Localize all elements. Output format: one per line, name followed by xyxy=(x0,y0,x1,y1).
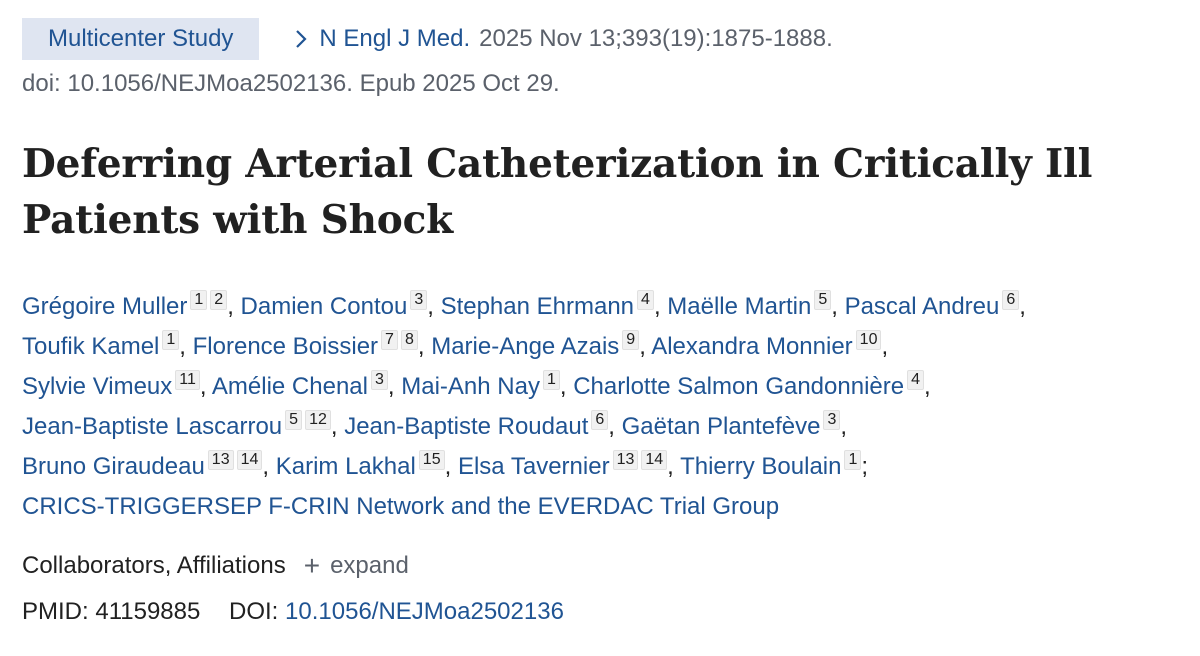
author-line: Toufik Kamel 1, Florence Boissier 7 8, Mari… xyxy=(22,327,1192,367)
author-line: Jean-Baptiste Lascarrou 5 12, Jean-Baptist… xyxy=(22,407,1192,447)
author-link[interactable]: Bruno Giraudeau xyxy=(22,453,205,480)
author-link[interactable]: Mai-Anh Nay xyxy=(401,373,540,400)
author-line: Sylvie Vimeux 11, Amélie Chenal 3, Mai-Anh… xyxy=(22,367,1192,407)
doi-link[interactable]: 10.1056/NEJMoa2502136 xyxy=(285,598,564,625)
separator: , xyxy=(1019,293,1026,320)
doi-label: DOI: xyxy=(229,598,279,625)
author-link[interactable]: Grégoire Muller xyxy=(22,293,188,320)
author-link[interactable]: Pascal Andreu xyxy=(844,293,1000,320)
expand-label: expand xyxy=(330,552,409,579)
affiliation-ref[interactable]: 14 xyxy=(236,450,263,470)
separator: , xyxy=(387,373,395,400)
separator: , xyxy=(881,333,889,360)
author-link[interactable]: Florence Boissier xyxy=(192,333,379,360)
separator: , xyxy=(653,293,661,320)
affiliation-ref[interactable]: 14 xyxy=(641,450,668,470)
author-link[interactable]: Thierry Boulain xyxy=(680,453,842,480)
affiliation-ref[interactable]: 7 xyxy=(381,330,398,350)
affiliation-ref[interactable]: 1 xyxy=(844,450,862,470)
author-link[interactable]: Elsa Tavernier xyxy=(457,453,610,480)
separator: , xyxy=(262,453,270,480)
author-line: Grégoire Muller 1 2, Damien Contou 3, Steph… xyxy=(22,287,1192,327)
affiliation-ref[interactable]: 4 xyxy=(637,290,654,310)
expand-button[interactable]: + expand xyxy=(304,552,409,580)
affiliation-ref[interactable]: 4 xyxy=(907,370,924,390)
author-link[interactable]: Maëlle Martin xyxy=(667,293,812,320)
separator: ; xyxy=(861,453,869,480)
author-list: Grégoire Muller 1 2, Damien Contou 3, Steph… xyxy=(22,287,1192,527)
affiliation-ref[interactable]: 5 xyxy=(285,410,303,430)
affiliation-ref[interactable]: 8 xyxy=(400,330,418,350)
separator: , xyxy=(840,413,848,440)
affiliation-ref[interactable]: 13 xyxy=(612,450,639,470)
group-author-link[interactable]: CRICS-TRIGGERSEP F-CRIN Network and the … xyxy=(22,493,780,520)
affiliation-ref[interactable]: 9 xyxy=(622,330,640,350)
plus-icon: + xyxy=(303,550,321,581)
doi-epub-line: doi: 10.1056/NEJMoa2502136. Epub 2025 Oc… xyxy=(22,70,560,97)
author-link[interactable]: Amélie Chenal xyxy=(211,373,368,400)
affiliations-toggle: Collaborators, Affiliations + expand xyxy=(22,552,409,580)
affiliation-ref[interactable]: 12 xyxy=(305,410,331,430)
chevron-right-icon[interactable] xyxy=(295,29,307,49)
separator: , xyxy=(667,453,674,480)
separator: , xyxy=(639,333,646,360)
separator: , xyxy=(227,293,234,320)
affiliation-ref[interactable]: 3 xyxy=(410,290,428,310)
publication-type-badge[interactable]: Multicenter Study xyxy=(22,18,260,60)
identifiers-line: PMID: 41159885 DOI: 10.1056/NEJMoa250213… xyxy=(22,598,564,626)
affiliation-ref[interactable]: 10 xyxy=(855,330,882,350)
citation-details: 2025 Nov 13;393(19):1875-1888. xyxy=(479,25,833,52)
article-title: Deferring Arterial Catheterization in Cr… xyxy=(22,141,1093,243)
separator: , xyxy=(608,413,615,440)
author-link[interactable]: Karim Lakhal xyxy=(275,453,416,480)
affiliation-ref[interactable]: 1 xyxy=(542,370,560,390)
author-line: CRICS-TRIGGERSEP F-CRIN Network and the … xyxy=(22,487,1192,527)
author-link[interactable]: Stephan Ehrmann xyxy=(440,293,635,320)
affiliation-ref[interactable]: 3 xyxy=(371,370,388,390)
author-line: Bruno Giraudeau 13 14, Karim Lakhal 15, Els… xyxy=(22,447,1192,487)
affiliation-ref[interactable]: 1 xyxy=(190,290,208,310)
separator: , xyxy=(427,293,434,320)
separator: , xyxy=(924,373,931,400)
affiliation-ref[interactable]: 13 xyxy=(207,450,234,470)
affiliation-ref[interactable]: 5 xyxy=(814,290,832,310)
separator: , xyxy=(179,333,186,360)
author-link[interactable]: Toufik Kamel xyxy=(22,333,160,360)
author-link[interactable]: Damien Contou xyxy=(240,293,408,320)
affiliation-ref[interactable]: 15 xyxy=(418,450,445,470)
separator: , xyxy=(444,453,452,480)
affiliation-ref[interactable]: 6 xyxy=(1002,290,1020,310)
citation-line: Multicenter Study N Engl J Med. 2025 Nov… xyxy=(22,18,833,60)
affiliation-ref[interactable]: 6 xyxy=(591,410,609,430)
pmid-label: PMID: xyxy=(22,598,89,625)
separator: , xyxy=(199,373,207,400)
author-link[interactable]: Jean-Baptiste Roudaut xyxy=(344,413,589,440)
author-link[interactable]: Alexandra Monnier xyxy=(651,333,853,360)
affiliation-ref[interactable]: 11 xyxy=(175,370,200,390)
affiliation-ref[interactable]: 1 xyxy=(162,330,180,350)
separator: , xyxy=(417,333,425,360)
pmid-value: 41159885 xyxy=(95,598,201,625)
author-link[interactable]: Charlotte Salmon Gandonnière xyxy=(573,373,905,400)
author-link[interactable]: Marie-Ange Azais xyxy=(431,333,620,360)
author-link[interactable]: Jean-Baptiste Lascarrou xyxy=(22,413,283,440)
affiliation-ref[interactable]: 3 xyxy=(823,410,841,430)
author-link[interactable]: Gaëtan Plantefève xyxy=(621,413,821,440)
author-link[interactable]: Sylvie Vimeux xyxy=(22,373,173,400)
affiliations-label: Collaborators, Affiliations xyxy=(22,552,286,579)
separator: , xyxy=(330,413,338,440)
affiliation-ref[interactable]: 2 xyxy=(210,290,228,310)
separator: , xyxy=(559,373,567,400)
separator: , xyxy=(831,293,838,320)
journal-link[interactable]: N Engl J Med. xyxy=(319,25,471,52)
